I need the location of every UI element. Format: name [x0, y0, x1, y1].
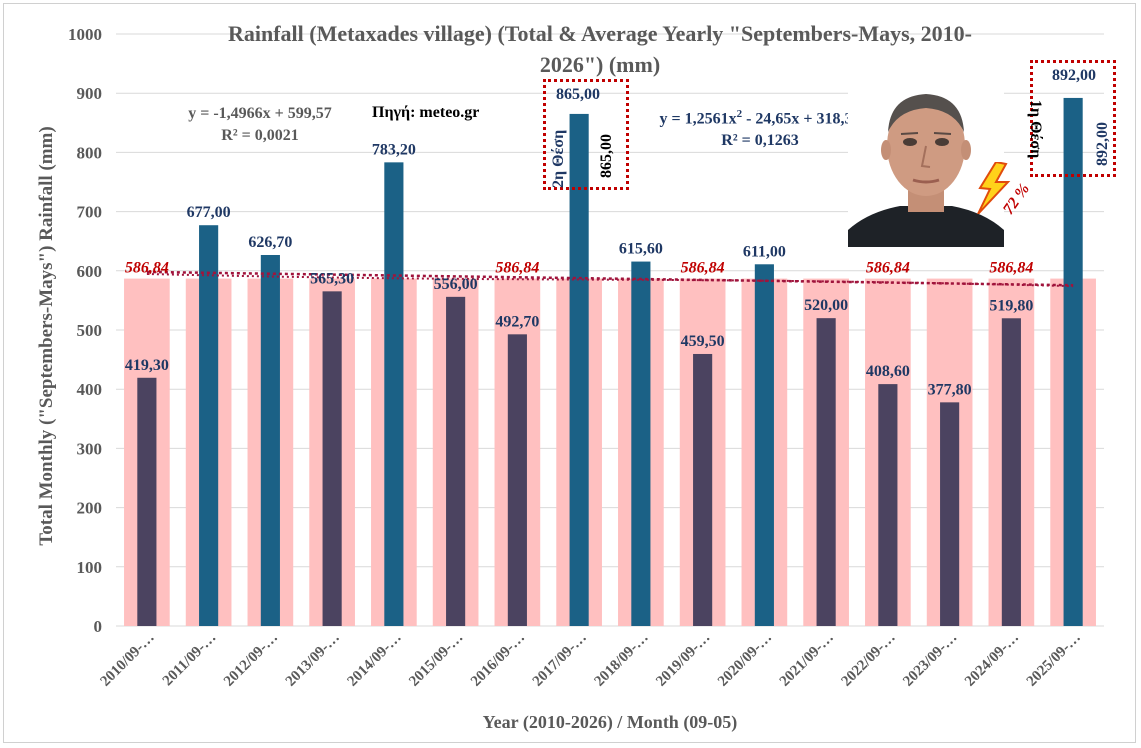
portrait-illustration	[848, 80, 1004, 247]
x-tick-label: 2020/09-…	[715, 630, 775, 690]
bar-value-label: 419,30	[125, 357, 169, 374]
poly-trend-formula: y = 1,2561x2 - 24,65x + 318,38	[630, 103, 890, 130]
total-bar	[199, 225, 219, 626]
chart-title-line-1: Rainfall (Metaxades village) (Total & Av…	[228, 21, 972, 46]
first-place-label: 1η Θέση	[1027, 100, 1044, 159]
total-bar	[816, 318, 836, 626]
x-tick-label: 2023/09-…	[900, 630, 960, 690]
average-label: 586,84	[125, 260, 169, 277]
total-bar	[446, 296, 466, 626]
x-tick-label: 2016/09-…	[468, 630, 528, 690]
y-axis-title: Total Monthly ("Septembers-Mays") Rainfa…	[36, 126, 57, 545]
poly-trend-equation: y = 1,2561x2 - 24,65x + 318,38 R² = 0,12…	[630, 103, 890, 152]
average-label: 586,84	[495, 260, 539, 277]
total-bar	[878, 384, 898, 626]
bar-value-label: 615,60	[619, 241, 663, 258]
second-place-value: 865,00	[556, 86, 600, 103]
total-bar	[569, 113, 589, 627]
x-tick-label: 2019/09-…	[653, 630, 713, 690]
x-tick-label: 2021/09-…	[777, 630, 837, 690]
y-tick-label: 400	[77, 380, 103, 399]
bar-value-label: 626,70	[248, 234, 292, 251]
poly-trendline	[146, 273, 1074, 288]
x-tick-label: 2015/09-…	[406, 630, 466, 690]
lightning-icon	[977, 162, 1011, 214]
linear-trendline	[146, 270, 1074, 287]
y-tick-label: 500	[77, 321, 103, 340]
poly-trend-formula-b: - 24,65x + 318,38	[742, 110, 861, 128]
total-bar	[507, 334, 527, 626]
x-tick-label: 2014/09-…	[344, 630, 404, 690]
total-bar	[322, 291, 342, 626]
second-place-vertical-value: 865,00	[598, 134, 615, 178]
total-bar	[631, 261, 651, 626]
portrait-photo	[848, 80, 1004, 247]
first-place-value: 892,00	[1052, 67, 1096, 84]
bar-value-label: 677,00	[187, 204, 231, 221]
linear-trend-equation: y = -1,4966x + 599,57 R² = 0,0021	[140, 103, 380, 147]
x-tick-label: 2013/09-…	[283, 630, 343, 690]
total-bar	[693, 353, 713, 626]
source-label: Πηγή: meteo.gr	[372, 104, 480, 121]
poly-trend-formula-a: y = 1,2561x	[659, 110, 737, 128]
total-bar	[754, 264, 774, 626]
total-bar	[384, 162, 404, 627]
y-tick-label: 700	[77, 203, 103, 222]
bar-value-label: 556,00	[434, 276, 478, 293]
bar-value-label: 519,80	[989, 297, 1033, 314]
y-tick-label: 100	[77, 558, 103, 577]
x-tick-label: 2011/09-…	[160, 630, 220, 690]
x-tick-label: 2012/09-…	[221, 630, 281, 690]
average-label: 586,84	[681, 260, 725, 277]
linear-trend-formula: y = -1,4966x + 599,57	[188, 105, 332, 122]
poly-trend-formula-exp: 2	[736, 108, 743, 120]
bar-value-label: 520,00	[804, 297, 848, 314]
total-bar	[940, 402, 960, 626]
y-tick-label: 600	[77, 262, 103, 281]
bar-value-label: 611,00	[743, 243, 786, 260]
x-axis-title: Year (2010-2026) / Month (09-05)	[483, 712, 738, 733]
x-tick-label: 2022/09-…	[838, 630, 898, 690]
average-label: 586,84	[866, 260, 910, 277]
x-tick-label: 2010/09-…	[97, 630, 157, 690]
average-label: 586,84	[989, 260, 1033, 277]
second-place-box	[543, 79, 629, 190]
bar-value-label: 377,80	[928, 381, 972, 398]
second-place-label: 2η Θέση	[550, 129, 567, 188]
bar-value-label: 565,30	[310, 270, 354, 287]
first-place-vertical-value: 892,00	[1094, 122, 1111, 166]
x-tick-label: 2024/09-…	[962, 630, 1022, 690]
bar-value-label: 408,60	[866, 363, 910, 380]
first-place-box	[1030, 60, 1116, 177]
total-bar	[137, 377, 157, 626]
y-tick-label: 300	[77, 439, 103, 458]
y-tick-label: 900	[77, 84, 103, 103]
chart-title: Rainfall (Metaxades village) (Total & Av…	[100, 18, 1100, 80]
y-tick-label: 200	[77, 499, 103, 518]
chart-title-line-2: 2026") (mm)	[539, 52, 661, 77]
bar-value-label: 459,50	[681, 333, 725, 350]
x-tick-label: 2018/09-…	[591, 630, 651, 690]
y-tick-label: 800	[77, 143, 103, 162]
bar-value-label: 492,70	[495, 313, 539, 330]
bar-value-label: 783,20	[372, 141, 416, 158]
y-tick-label: 0	[94, 617, 103, 636]
total-bar	[1063, 97, 1083, 627]
total-bar	[1001, 318, 1021, 626]
x-tick-label: 2025/09-…	[1024, 630, 1084, 690]
y-tick-label: 1000	[68, 25, 102, 44]
linear-trend-r2: R² = 0,0021	[221, 127, 299, 144]
poly-trend-r2: R² = 0,1263	[721, 132, 799, 150]
total-bar	[260, 254, 280, 627]
x-tick-label: 2017/09-…	[530, 630, 590, 690]
